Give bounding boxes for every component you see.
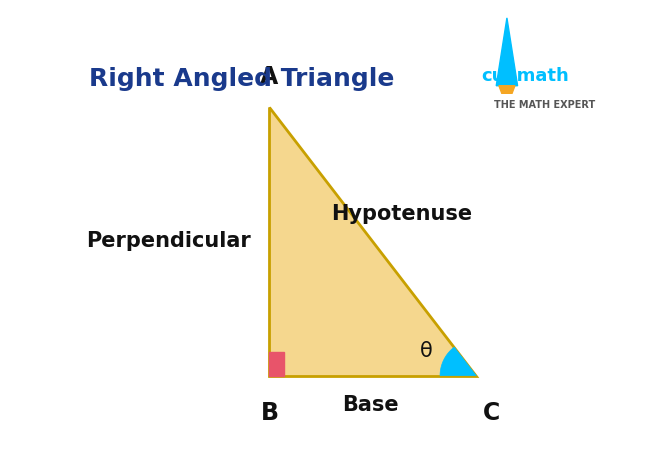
Text: Right Angled Triangle: Right Angled Triangle (89, 67, 394, 91)
Text: THE MATH EXPERT: THE MATH EXPERT (494, 100, 595, 110)
Bar (269, 352, 284, 376)
Polygon shape (269, 107, 476, 376)
Text: Perpendicular: Perpendicular (86, 231, 251, 252)
Text: θ: θ (420, 341, 432, 361)
Text: B: B (261, 401, 278, 425)
Text: A: A (260, 65, 279, 89)
Text: Hypotenuse: Hypotenuse (331, 204, 472, 224)
Polygon shape (440, 347, 476, 376)
Text: Base: Base (342, 395, 399, 414)
Polygon shape (496, 18, 518, 86)
Text: C: C (483, 401, 500, 425)
Polygon shape (499, 86, 515, 107)
Text: cuemath: cuemath (482, 67, 569, 85)
